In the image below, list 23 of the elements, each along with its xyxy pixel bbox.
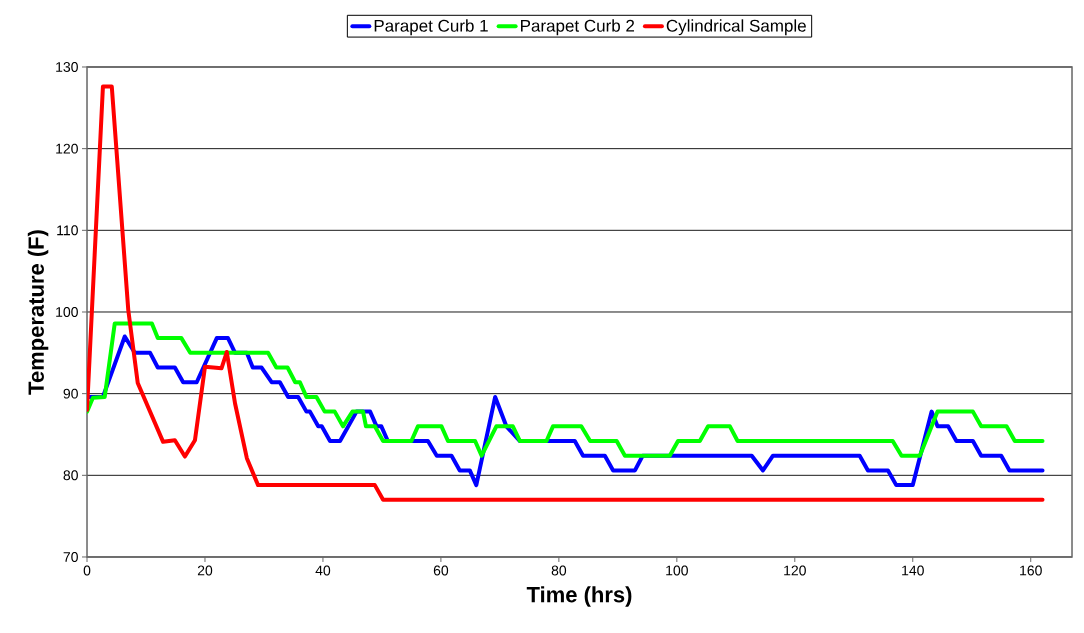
x-tick-label: 60 — [433, 565, 449, 576]
y-tick-label: 70 — [63, 552, 78, 562]
x-tick-label: 140 — [902, 565, 924, 576]
y-tick-label: 120 — [56, 143, 78, 154]
x-tick-label: 40 — [315, 565, 331, 576]
x-tick-label: 0 — [83, 565, 91, 576]
line-series — [87, 84, 1045, 502]
x-tick-label: 20 — [197, 565, 213, 576]
legend-label: Cylindrical Sample — [666, 19, 806, 36]
legend-label: Parapet Curb 2 — [521, 19, 635, 36]
x-tick-label: 160 — [1020, 565, 1042, 576]
y-axis-title: Temperature (F) — [27, 230, 49, 395]
y-tick-label: 110 — [57, 225, 78, 236]
x-tick-label: 120 — [784, 565, 806, 576]
y-tick-label: 80 — [63, 470, 78, 481]
y-tick-label: 100 — [56, 307, 78, 317]
line-series — [87, 321, 1045, 458]
legend-label: Parapet Curb 1 — [374, 19, 488, 36]
x-tick-label: 80 — [551, 565, 567, 576]
y-tick-label: 130 — [56, 62, 78, 72]
x-axis-title: Time (hrs) — [526, 586, 632, 607]
x-tick-label: 100 — [666, 565, 688, 576]
y-tick-label: 90 — [63, 388, 78, 399]
